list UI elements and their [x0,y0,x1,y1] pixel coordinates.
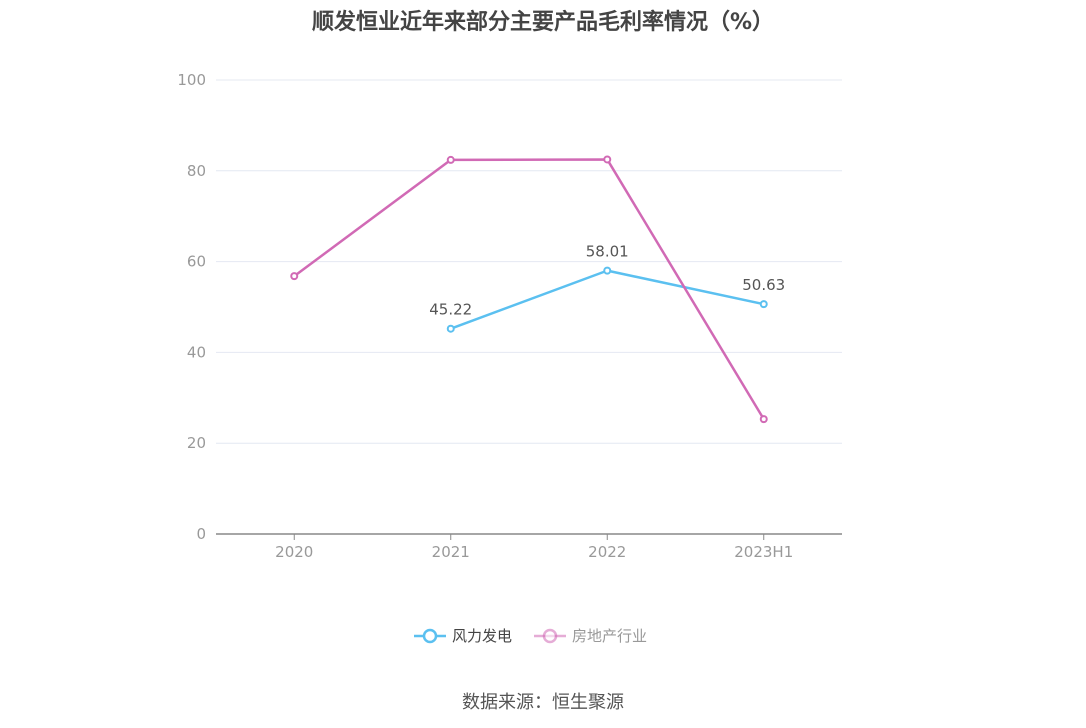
data-point [603,266,612,275]
x-tick-label: 2023H1 [734,543,793,561]
series-line [450,269,765,330]
data-label: 45.22 [429,301,472,319]
data-label: 50.63 [742,276,785,294]
data-point [446,155,455,164]
data-point [290,272,299,281]
y-tick-label: 80 [187,162,206,180]
y-tick-label: 100 [177,71,206,89]
x-tick-label: 2022 [588,543,626,561]
legend-label: 风力发电 [452,627,512,645]
data-point [759,415,768,424]
x-tick-label: 2020 [275,543,313,561]
series-line [293,158,765,420]
chart-title: 顺发恒业近年来部分主要产品毛利率情况（%） [311,10,775,35]
legend-marker [422,628,438,644]
y-tick-label: 20 [187,434,206,452]
data-point [603,155,612,164]
series-points [290,155,768,424]
y-tick-label: 60 [187,253,206,271]
legend-item: 房地产行业 [534,627,647,645]
series-lines [293,158,765,420]
x-axis-ticks: 2020 2021 2022 2023H1 [275,534,793,561]
y-tick-label: 40 [187,343,206,361]
grid-lines [216,79,842,444]
legend-marker [542,628,558,644]
data-point [759,300,768,309]
y-axis-ticks: 0 20 40 60 80 100 [177,71,206,543]
data-point [446,324,455,333]
legend-item: 风力发电 [414,627,512,645]
y-tick-label: 0 [196,525,206,543]
data-labels: 45.22 58.01 50.63 [429,243,785,319]
data-label: 58.01 [586,243,629,261]
data-source: 数据来源：恒生聚源 [462,692,624,713]
x-tick-label: 2021 [432,543,470,561]
legend: 风力发电 房地产行业 [414,627,647,645]
legend-label: 房地产行业 [572,627,647,645]
